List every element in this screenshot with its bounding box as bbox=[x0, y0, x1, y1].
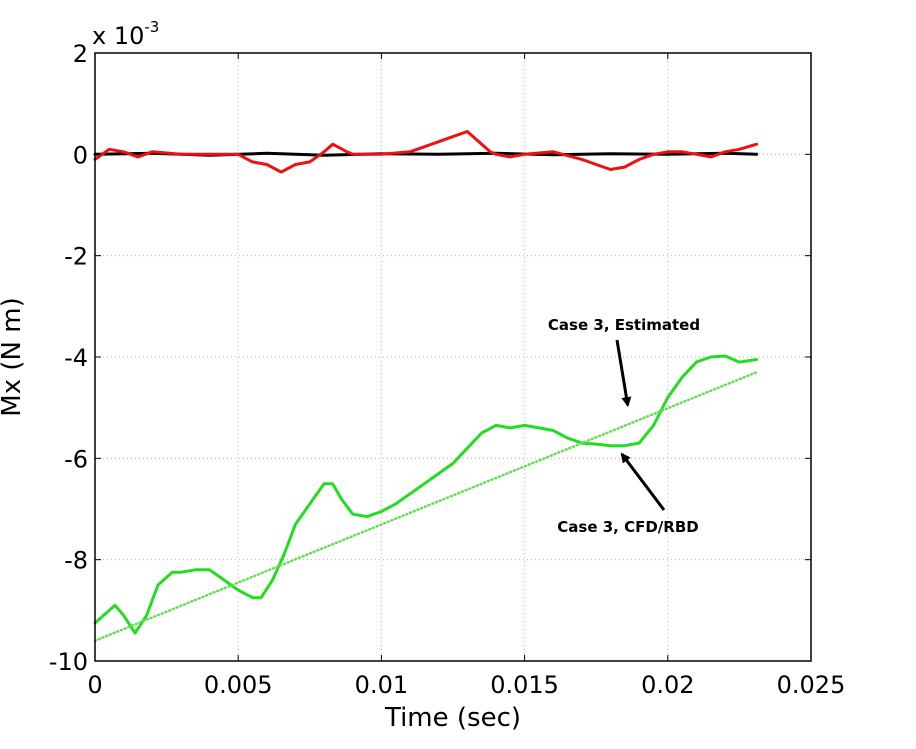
x-tick-label: 0.015 bbox=[490, 671, 559, 699]
annotation-estimated-arrow bbox=[615, 339, 632, 408]
y-scale-exponent: -3 bbox=[144, 18, 159, 36]
x-tick-label: 0 bbox=[87, 671, 102, 699]
y-tick-label: 2 bbox=[73, 40, 88, 68]
annotation-cfd-rbd-arrow bbox=[620, 452, 666, 511]
y-scale-label: x 10-3 bbox=[92, 18, 159, 50]
x-tick-label: 0.005 bbox=[204, 671, 273, 699]
y-scale-base: x 10 bbox=[92, 22, 144, 50]
annotation-cfd-rbd-label: Case 3, CFD/RBD bbox=[557, 518, 698, 536]
y-tick-label: 0 bbox=[73, 141, 88, 169]
x-axis-title: Time (sec) bbox=[384, 703, 521, 733]
x-tick-label: 0.025 bbox=[777, 671, 846, 699]
x-tick-label: 0.01 bbox=[355, 671, 408, 699]
y-tick-label: -2 bbox=[64, 243, 88, 271]
ticks: 0 0.005 0.01 0.015 0.02 0.025 -10 -8 -6 -4 -2 0 2 bbox=[49, 40, 846, 699]
series-green-cfd-rbd-line bbox=[93, 354, 759, 635]
series-red-line bbox=[93, 130, 759, 174]
series-green-estimated-line bbox=[93, 370, 758, 642]
series-group bbox=[93, 130, 759, 642]
y-tick-label: -4 bbox=[64, 344, 88, 372]
annotation-estimated-label: Case 3, Estimated bbox=[548, 316, 700, 334]
x-tick-label: 0.02 bbox=[641, 671, 694, 699]
y-axis-title: Mx (N m) bbox=[0, 297, 27, 416]
y-tick-label: -8 bbox=[64, 547, 88, 575]
annotations: Case 3, Estimated Case 3, CFD/RBD bbox=[548, 316, 700, 536]
y-tick-label: -6 bbox=[64, 445, 88, 473]
y-tick-label: -10 bbox=[49, 648, 88, 676]
